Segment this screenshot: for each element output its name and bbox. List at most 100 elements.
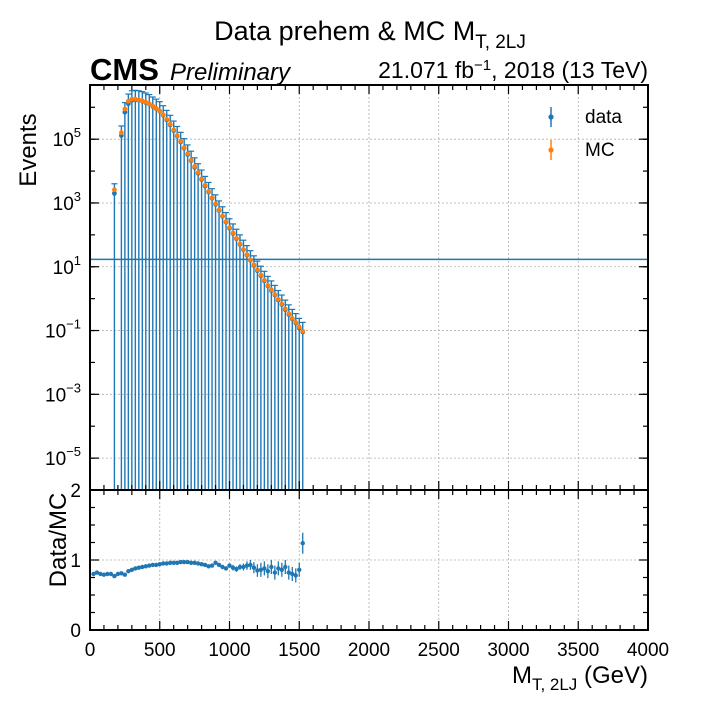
bottom-y-tick-labels: 0 1 2 (70, 481, 81, 642)
mc-point (216, 207, 222, 213)
ratio-point (98, 571, 103, 577)
top-ticks (89, 85, 649, 491)
mc-point (167, 121, 173, 127)
ratio-point (174, 560, 180, 565)
legend-data-label: data (585, 107, 622, 128)
ratio-point (133, 566, 138, 571)
x-tick-label: 3500 (557, 640, 599, 661)
mc-point (209, 195, 215, 201)
ratio-point (147, 563, 152, 568)
ratio-point (283, 564, 288, 570)
bottom-y-tick-label: 2 (70, 481, 81, 502)
mc-point (272, 292, 278, 297)
ratio-point (248, 562, 253, 568)
legend-data-marker (548, 114, 554, 120)
ratio-point (290, 571, 295, 577)
ratio-point (181, 559, 187, 565)
mc-point (282, 306, 288, 312)
x-tick-labels: 0 500 1000 1500 2000 2500 3000 3500 4000 (85, 640, 669, 661)
ratio-point (251, 565, 257, 570)
top-y-tick-label: 105 (53, 125, 81, 151)
mc-point (150, 103, 156, 109)
legend-mc-label: MC (585, 140, 615, 161)
ratio-point (119, 571, 124, 576)
ratio-point (143, 564, 148, 569)
mc-point (230, 230, 236, 236)
ratio-point (223, 566, 229, 571)
legend: data MC (548, 107, 622, 161)
ratio-point (272, 570, 278, 575)
mc-point (241, 247, 246, 252)
ratio-point (136, 565, 142, 570)
mc-point (192, 164, 198, 169)
top-y-tick-labels: 105 103 101 10−1 10−3 10−5 (45, 125, 81, 470)
mc-point (300, 328, 306, 334)
mc-point (255, 267, 260, 273)
ratio-point (195, 561, 201, 566)
ratio-point (209, 563, 215, 568)
ratio-point (300, 541, 305, 546)
mc-point (237, 241, 243, 247)
mc-point (244, 252, 250, 258)
ratio-point (115, 571, 121, 577)
x-tick-label: 4000 (627, 640, 669, 661)
ratio-point (192, 560, 197, 565)
ratio-point (108, 571, 114, 577)
top-y-tick-label: 10−1 (45, 317, 81, 343)
mc-point (199, 176, 205, 182)
mc-point (160, 112, 166, 118)
bottom-grid (89, 489, 649, 631)
ratio-point (213, 560, 218, 565)
mc-point (171, 127, 177, 133)
mc-point (227, 225, 232, 230)
ratio-point (206, 564, 211, 569)
ratio-point (178, 559, 183, 565)
ratio-point (269, 564, 274, 570)
mc-point (112, 187, 117, 193)
bottom-data-layer (91, 532, 305, 583)
legend-entry-mc: MC (548, 140, 615, 161)
mc-point (153, 106, 159, 111)
mc-point (258, 272, 264, 278)
y-axis-label-ratio: Data/MC (45, 493, 72, 588)
top-y-tick-label: 101 (53, 253, 81, 279)
ratio-point (154, 562, 159, 568)
ratio-point (234, 566, 239, 572)
ratio-point (244, 563, 250, 568)
experiment-label: CMS (90, 52, 159, 87)
mc-point (146, 101, 152, 107)
mc-point (220, 213, 225, 219)
ratio-point (241, 564, 246, 570)
ratio-point (286, 570, 291, 575)
ratio-point (188, 560, 194, 565)
mc-point (223, 219, 229, 225)
mc-point (206, 189, 211, 194)
ratio-point (237, 564, 243, 570)
x-tick-label: 2500 (418, 640, 460, 661)
ratio-point (199, 562, 204, 567)
ratio-point (101, 572, 107, 577)
ratio-point (161, 561, 166, 566)
data-point (112, 190, 117, 196)
x-axis-label: MT, 2LJ (GeV) (512, 662, 648, 694)
mc-point (122, 106, 128, 112)
status-label: Preliminary (170, 59, 292, 86)
lumi-label: 21.071 fb−1, 2018 (13 TeV) (378, 57, 648, 83)
mc-point (261, 277, 267, 283)
mc-point (296, 324, 302, 330)
mc-point (129, 96, 135, 102)
chart-title: Data prehem & MC MT, 2LJ (214, 16, 526, 53)
ratio-point (126, 569, 131, 574)
ratio-point (279, 567, 285, 572)
mc-point (195, 170, 201, 175)
mc-point (279, 301, 285, 307)
mc-point (125, 98, 131, 104)
top-data-layer (111, 89, 306, 491)
mc-point (157, 108, 163, 114)
ratio-point (227, 563, 232, 568)
top-y-tick-label: 103 (53, 189, 81, 215)
mc-point (188, 157, 194, 163)
mc-point (251, 262, 257, 268)
ratio-point (91, 571, 96, 577)
